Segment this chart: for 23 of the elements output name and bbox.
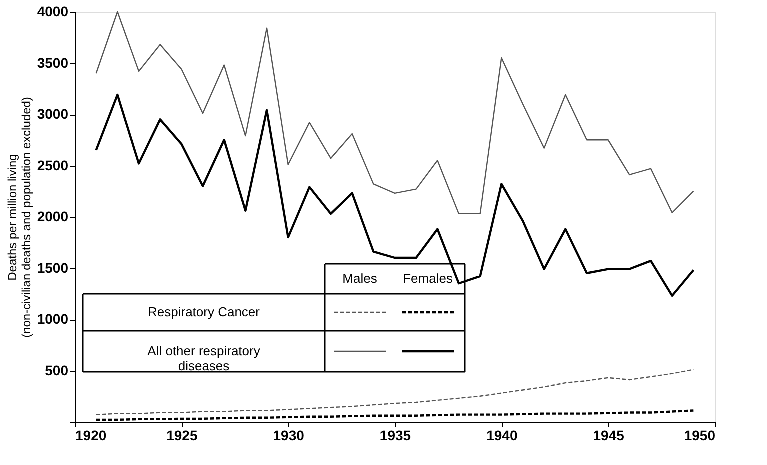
x-tick-label: 1930 <box>273 428 305 444</box>
x-tick-label: 1925 <box>166 428 198 444</box>
y-axis-title: Deaths per million living (non-civilian deaths and population excluded) <box>5 97 34 338</box>
annotation: Respiratory Cancer <box>148 304 261 320</box>
line-series <box>96 369 694 416</box>
annotation: Females <box>403 271 454 286</box>
x-tick-label: 1940 <box>486 428 518 444</box>
y-tick-label: 500 <box>45 362 69 378</box>
y-tick-label: 1500 <box>37 260 69 276</box>
y-tick-label: 1000 <box>37 311 69 327</box>
x-tick-label: 1950 <box>684 428 716 444</box>
annotation: All other respiratory diseases <box>148 344 261 374</box>
y-tick-label: 2500 <box>37 157 69 174</box>
x-tick-label: 1920 <box>76 428 107 444</box>
y-tick-label: 3500 <box>37 54 69 71</box>
y-tick-label: 4000 <box>37 4 69 20</box>
y-tick-label: 3000 <box>37 106 69 122</box>
x-tick-label: 1935 <box>380 428 412 444</box>
x-tick-label: 1945 <box>593 428 625 444</box>
line-series <box>95 94 695 298</box>
line-series <box>96 11 694 215</box>
annotation: Males <box>342 271 378 286</box>
y-tick-label: 2000 <box>37 208 69 224</box>
